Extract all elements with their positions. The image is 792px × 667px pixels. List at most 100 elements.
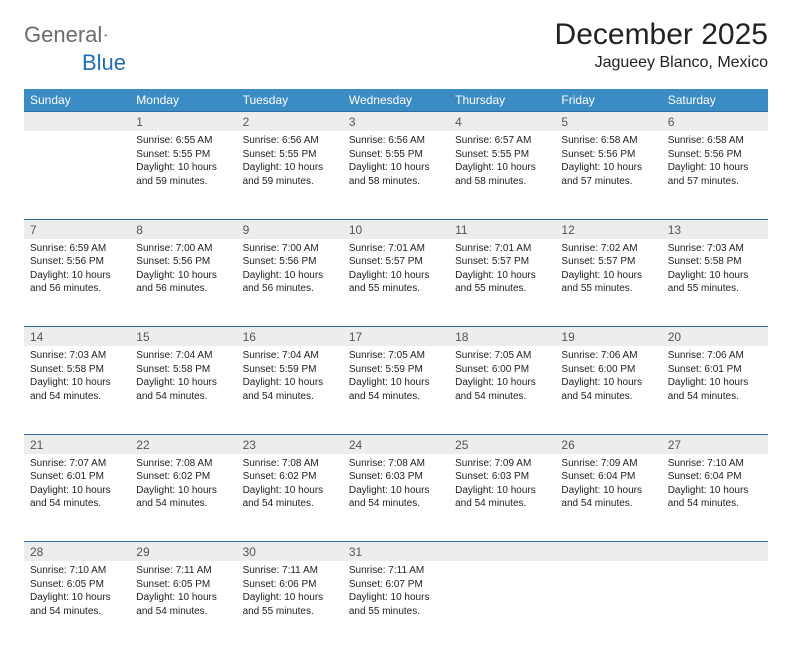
day-number: 5 bbox=[561, 115, 568, 129]
day-number-cell: 13 bbox=[662, 219, 768, 239]
sunset-text: Sunset: 6:03 PM bbox=[455, 470, 549, 484]
weekday-header: Wednesday bbox=[343, 89, 449, 112]
day-number: 12 bbox=[561, 223, 574, 237]
day-cell: Sunrise: 7:10 AMSunset: 6:04 PMDaylight:… bbox=[662, 454, 768, 542]
day-cell: Sunrise: 6:57 AMSunset: 5:55 PMDaylight:… bbox=[449, 131, 555, 219]
sunset-text: Sunset: 6:04 PM bbox=[561, 470, 655, 484]
sunset-text: Sunset: 6:02 PM bbox=[136, 470, 230, 484]
daylight-text: Daylight: 10 hours and 54 minutes. bbox=[243, 376, 337, 403]
day-number-cell: 3 bbox=[343, 112, 449, 132]
sunrise-text: Sunrise: 7:10 AM bbox=[668, 457, 762, 471]
daylight-text: Daylight: 10 hours and 55 minutes. bbox=[455, 269, 549, 296]
sunrise-text: Sunrise: 7:06 AM bbox=[668, 349, 762, 363]
day-number-cell: 31 bbox=[343, 542, 449, 562]
day-cell: Sunrise: 7:01 AMSunset: 5:57 PMDaylight:… bbox=[449, 239, 555, 327]
sunrise-text: Sunrise: 7:01 AM bbox=[349, 242, 443, 256]
month-title: December 2025 bbox=[555, 18, 768, 52]
sunset-text: Sunset: 5:57 PM bbox=[561, 255, 655, 269]
day-number: 17 bbox=[349, 330, 362, 344]
sunrise-text: Sunrise: 6:57 AM bbox=[455, 134, 549, 148]
daynum-row: 123456 bbox=[24, 112, 768, 132]
day-cell: Sunrise: 7:06 AMSunset: 6:00 PMDaylight:… bbox=[555, 346, 661, 434]
sunset-text: Sunset: 5:55 PM bbox=[136, 148, 230, 162]
sunset-text: Sunset: 5:57 PM bbox=[455, 255, 549, 269]
day-cell bbox=[662, 561, 768, 649]
day-cell bbox=[449, 561, 555, 649]
sunrise-text: Sunrise: 7:09 AM bbox=[455, 457, 549, 471]
daylight-text: Daylight: 10 hours and 55 minutes. bbox=[349, 591, 443, 618]
sunrise-text: Sunrise: 7:01 AM bbox=[455, 242, 549, 256]
sunset-text: Sunset: 5:58 PM bbox=[136, 363, 230, 377]
day-cell: Sunrise: 7:01 AMSunset: 5:57 PMDaylight:… bbox=[343, 239, 449, 327]
day-cell: Sunrise: 7:07 AMSunset: 6:01 PMDaylight:… bbox=[24, 454, 130, 542]
day-number: 25 bbox=[455, 438, 468, 452]
sunset-text: Sunset: 5:58 PM bbox=[30, 363, 124, 377]
day-cell: Sunrise: 7:11 AMSunset: 6:05 PMDaylight:… bbox=[130, 561, 236, 649]
sunrise-text: Sunrise: 7:08 AM bbox=[136, 457, 230, 471]
day-number: 8 bbox=[136, 223, 143, 237]
sunrise-text: Sunrise: 7:05 AM bbox=[349, 349, 443, 363]
day-number-cell: 21 bbox=[24, 434, 130, 454]
day-number: 29 bbox=[136, 545, 149, 559]
day-number-cell: 10 bbox=[343, 219, 449, 239]
day-cell: Sunrise: 7:04 AMSunset: 5:59 PMDaylight:… bbox=[237, 346, 343, 434]
day-number-cell: 19 bbox=[555, 327, 661, 347]
sunrise-text: Sunrise: 7:00 AM bbox=[136, 242, 230, 256]
day-number: 7 bbox=[30, 223, 37, 237]
day-cell: Sunrise: 6:58 AMSunset: 5:56 PMDaylight:… bbox=[662, 131, 768, 219]
day-number-cell: 16 bbox=[237, 327, 343, 347]
day-cell: Sunrise: 7:03 AMSunset: 5:58 PMDaylight:… bbox=[662, 239, 768, 327]
day-number-cell: 5 bbox=[555, 112, 661, 132]
sunrise-text: Sunrise: 6:58 AM bbox=[668, 134, 762, 148]
weekday-header: Friday bbox=[555, 89, 661, 112]
day-cell: Sunrise: 6:59 AMSunset: 5:56 PMDaylight:… bbox=[24, 239, 130, 327]
day-number-cell: 15 bbox=[130, 327, 236, 347]
sunrise-text: Sunrise: 7:03 AM bbox=[668, 242, 762, 256]
day-number-cell: 1 bbox=[130, 112, 236, 132]
logo-text-general: General bbox=[24, 24, 102, 46]
weekday-header: Tuesday bbox=[237, 89, 343, 112]
weekday-header: Sunday bbox=[24, 89, 130, 112]
sunrise-text: Sunrise: 7:09 AM bbox=[561, 457, 655, 471]
day-cell: Sunrise: 6:58 AMSunset: 5:56 PMDaylight:… bbox=[555, 131, 661, 219]
daylight-text: Daylight: 10 hours and 54 minutes. bbox=[136, 376, 230, 403]
day-number-cell: 11 bbox=[449, 219, 555, 239]
week-body-row: Sunrise: 7:07 AMSunset: 6:01 PMDaylight:… bbox=[24, 454, 768, 542]
day-cell: Sunrise: 7:06 AMSunset: 6:01 PMDaylight:… bbox=[662, 346, 768, 434]
day-number: 31 bbox=[349, 545, 362, 559]
day-cell bbox=[555, 561, 661, 649]
day-number-cell: 30 bbox=[237, 542, 343, 562]
sunset-text: Sunset: 5:56 PM bbox=[243, 255, 337, 269]
day-number-cell: 28 bbox=[24, 542, 130, 562]
sunset-text: Sunset: 6:07 PM bbox=[349, 578, 443, 592]
sunrise-text: Sunrise: 7:03 AM bbox=[30, 349, 124, 363]
day-number-cell bbox=[662, 542, 768, 562]
day-number-cell: 25 bbox=[449, 434, 555, 454]
daylight-text: Daylight: 10 hours and 54 minutes. bbox=[30, 376, 124, 403]
day-number: 26 bbox=[561, 438, 574, 452]
day-cell: Sunrise: 7:09 AMSunset: 6:03 PMDaylight:… bbox=[449, 454, 555, 542]
day-number-cell: 29 bbox=[130, 542, 236, 562]
day-number: 18 bbox=[455, 330, 468, 344]
sunset-text: Sunset: 6:00 PM bbox=[561, 363, 655, 377]
sunset-text: Sunset: 5:55 PM bbox=[349, 148, 443, 162]
sunrise-text: Sunrise: 7:10 AM bbox=[30, 564, 124, 578]
sunset-text: Sunset: 5:59 PM bbox=[349, 363, 443, 377]
day-number: 27 bbox=[668, 438, 681, 452]
sunset-text: Sunset: 6:04 PM bbox=[668, 470, 762, 484]
daylight-text: Daylight: 10 hours and 57 minutes. bbox=[668, 161, 762, 188]
day-number: 24 bbox=[349, 438, 362, 452]
day-number: 6 bbox=[668, 115, 675, 129]
day-number: 21 bbox=[30, 438, 43, 452]
sunset-text: Sunset: 6:01 PM bbox=[30, 470, 124, 484]
day-number: 3 bbox=[349, 115, 356, 129]
day-number-cell: 2 bbox=[237, 112, 343, 132]
daylight-text: Daylight: 10 hours and 55 minutes. bbox=[243, 591, 337, 618]
sunset-text: Sunset: 6:06 PM bbox=[243, 578, 337, 592]
daylight-text: Daylight: 10 hours and 54 minutes. bbox=[668, 484, 762, 511]
day-number-cell: 27 bbox=[662, 434, 768, 454]
logo-text-blue: Blue bbox=[82, 50, 126, 75]
daynum-row: 28 29 30 31 bbox=[24, 542, 768, 562]
day-number: 20 bbox=[668, 330, 681, 344]
day-cell: Sunrise: 7:08 AMSunset: 6:02 PMDaylight:… bbox=[237, 454, 343, 542]
